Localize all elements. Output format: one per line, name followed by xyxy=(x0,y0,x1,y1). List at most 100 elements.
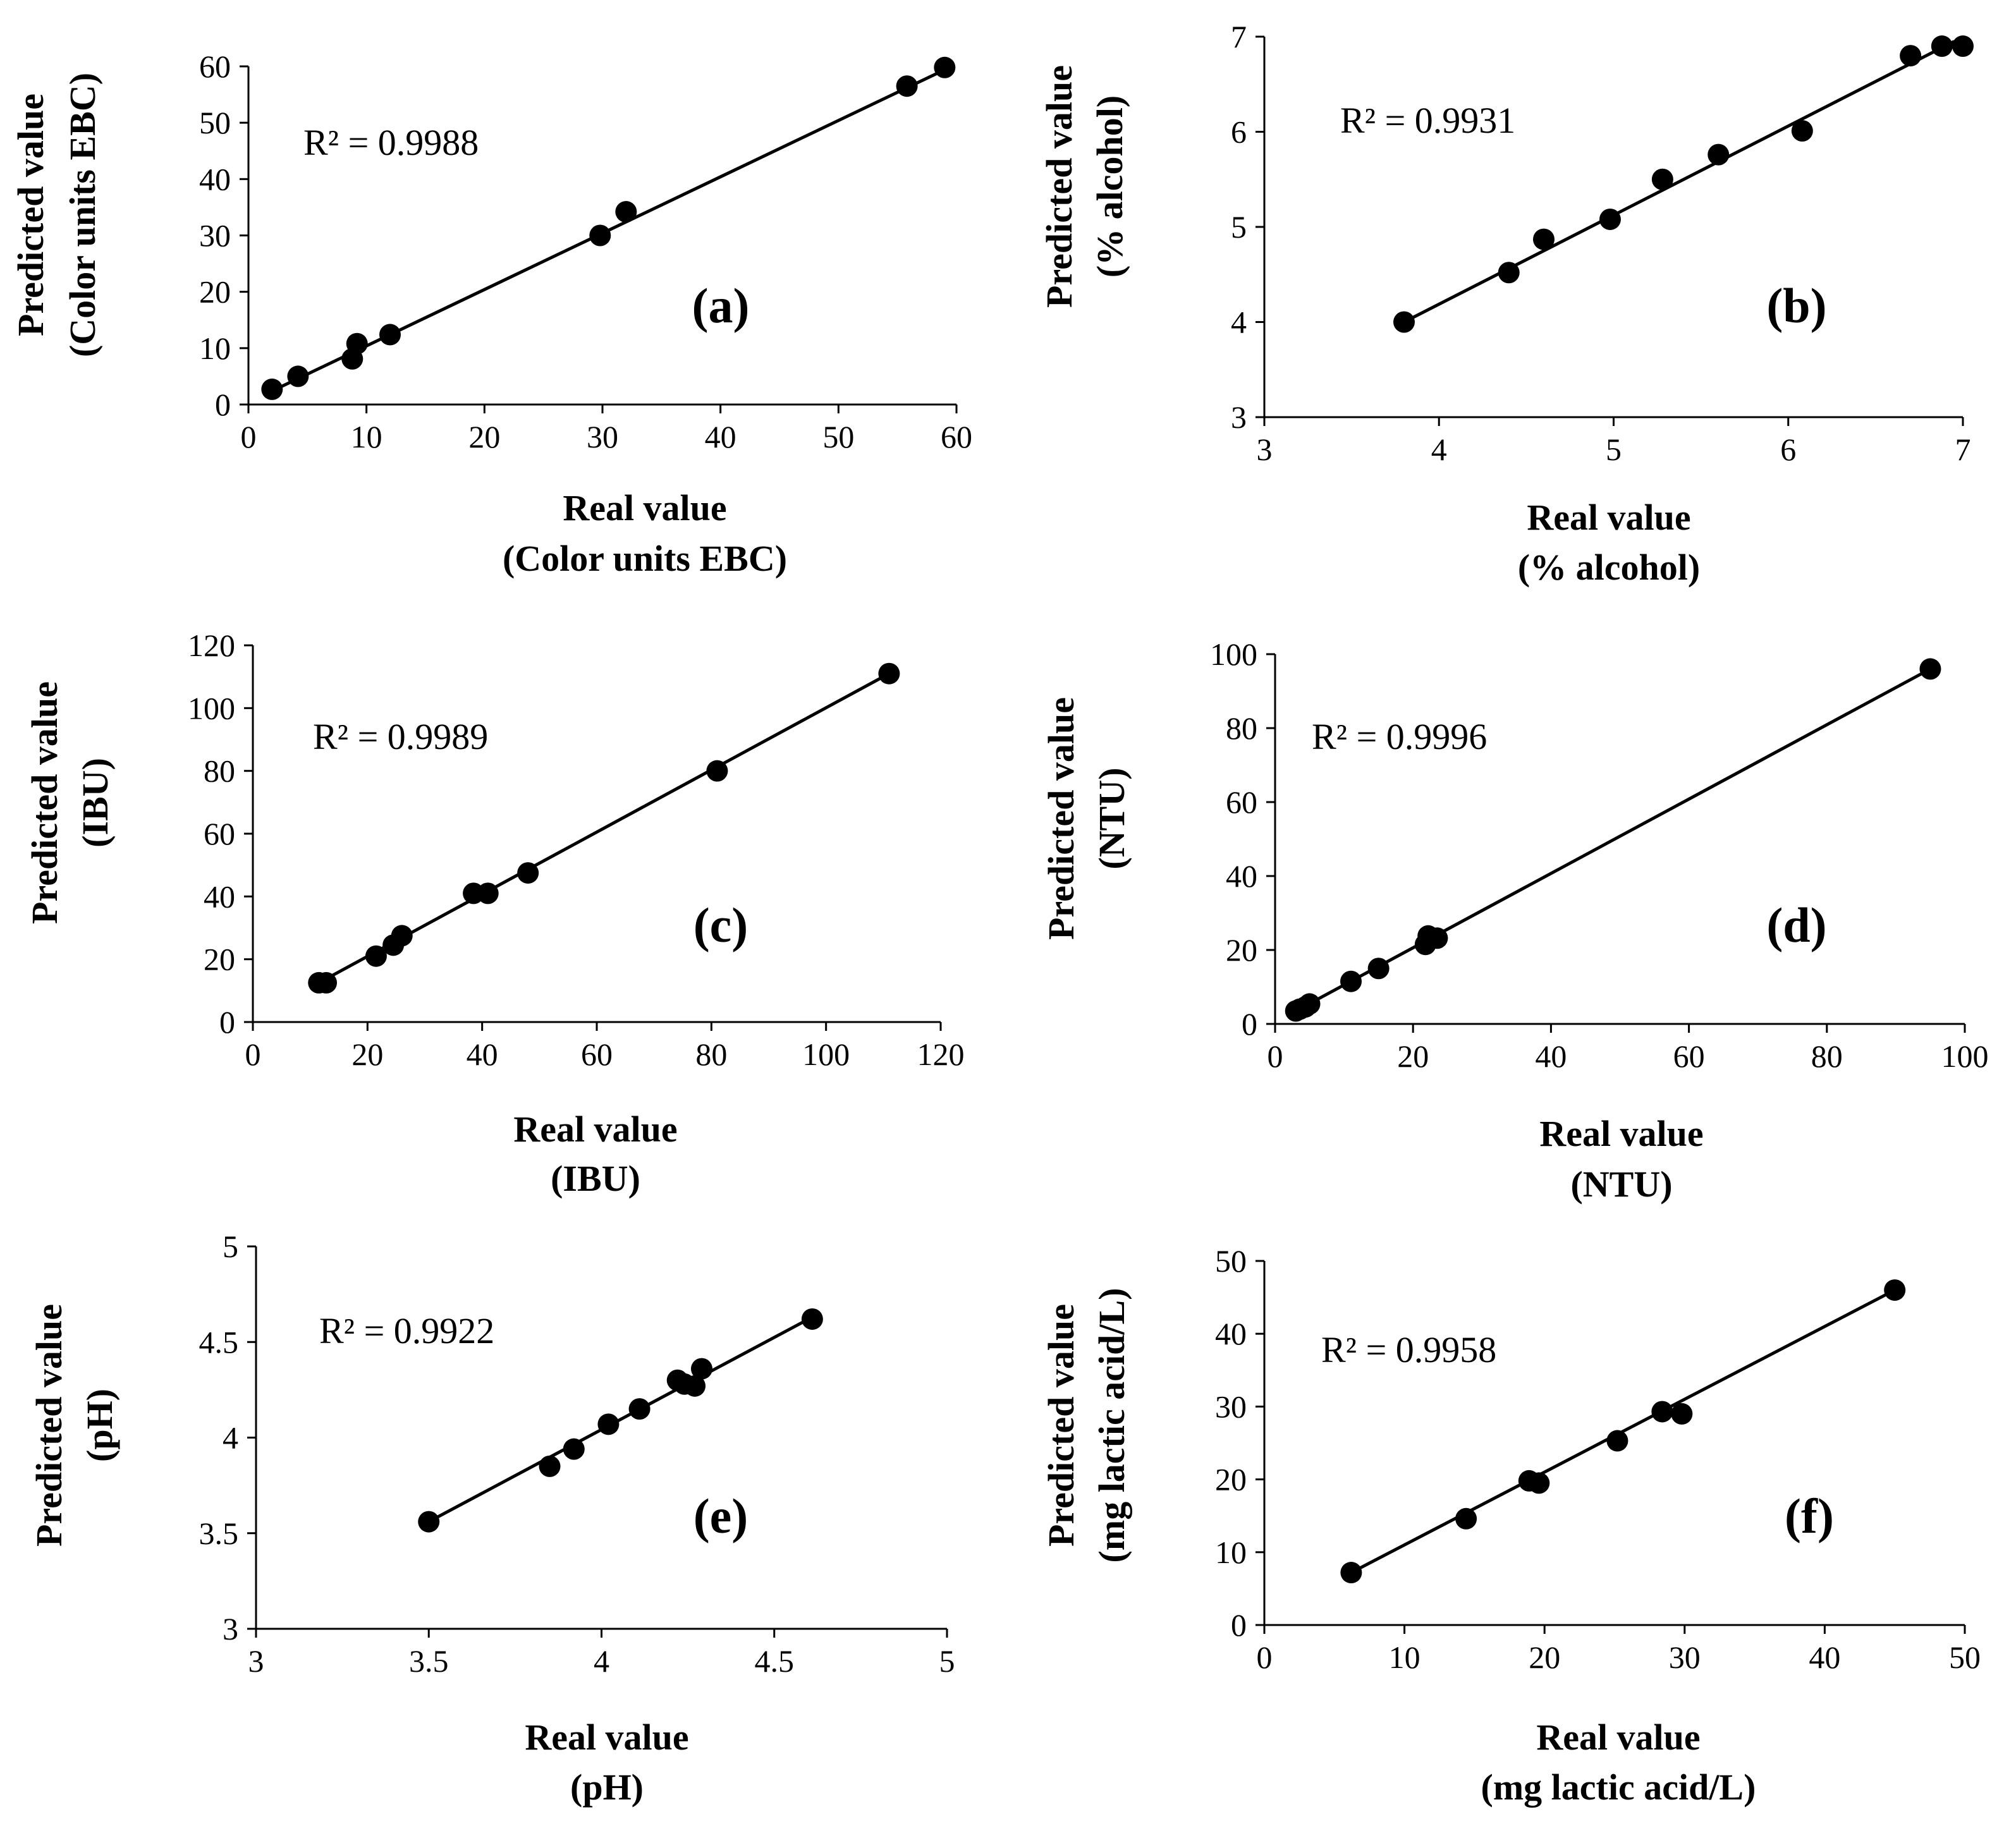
panel-c-data-point xyxy=(878,662,900,685)
panel-c-x-tick-label: 120 xyxy=(917,1037,965,1072)
panel-d-x-tick-label: 40 xyxy=(1535,1038,1567,1074)
panel-d-r2: R² = 0.9996 xyxy=(1312,716,1487,757)
panel-a-y-tick-label: 0 xyxy=(215,387,231,422)
panel-d-data-point xyxy=(1919,658,1941,680)
panel-e-x-tick-label: 3.5 xyxy=(409,1643,449,1679)
panel-b-data-point xyxy=(1952,35,1974,58)
panel-a-data-point xyxy=(934,56,956,78)
panel-b-y-tick-label: 7 xyxy=(1231,19,1247,54)
panel-d-y-tick-label: 60 xyxy=(1226,784,1257,820)
panel-a-ticks: 0 10 20 30 40 50 60 0 10 20 30 40 50 60 xyxy=(199,49,972,454)
panel-d-data-point xyxy=(1426,927,1448,949)
panel-b-ylabel-1: Predicted value xyxy=(1039,65,1080,308)
panel-a-x-tick-label: 30 xyxy=(587,419,618,454)
panel-f-x-tick-label: 40 xyxy=(1809,1640,1840,1675)
panel-c-label: (c) xyxy=(693,898,748,953)
panel-c-ylabel-1: Predicted value xyxy=(24,681,65,924)
panel-f-data-point xyxy=(1651,1401,1673,1423)
panel-e-xlabel-1: Real value xyxy=(525,1717,688,1758)
panel-b-data-point xyxy=(1931,35,1953,58)
panel-f-x-tick-label: 20 xyxy=(1529,1640,1560,1675)
panel-c: 0 20 40 60 80 100 120 0 20 40 60 80 100 120 R² = 0.99… xyxy=(24,628,965,1199)
panel-a-data-point xyxy=(287,365,309,387)
panel-d-ylabel-2: (NTU) xyxy=(1091,767,1132,869)
panel-c-data-point xyxy=(391,925,413,947)
panel-a-r2: R² = 0.9988 xyxy=(303,122,479,163)
panel-c-xlabel-2: (IBU) xyxy=(551,1158,640,1199)
panel-b-label: (b) xyxy=(1766,278,1826,333)
panel-c-x-tick-label: 20 xyxy=(351,1037,383,1072)
panel-c-data-point xyxy=(477,882,499,904)
panel-b-x-tick-label: 3 xyxy=(1257,432,1273,467)
panel-d-x-tick-label: 0 xyxy=(1268,1038,1283,1074)
panel-b-xlabel-2: (% alcohol) xyxy=(1518,547,1700,588)
panel-f-marks xyxy=(1340,1279,1906,1584)
panel-b-x-tick-label: 7 xyxy=(1955,432,1971,467)
panel-f: 0 10 20 30 40 50 0 10 20 30 40 50 R² = 0.9958 (f) R… xyxy=(1041,1243,1981,1808)
panel-c-x-tick-label: 60 xyxy=(581,1037,613,1072)
panel-a-data-point xyxy=(379,324,401,346)
panel-a-y-tick-label: 40 xyxy=(199,161,231,197)
panel-a-data-point xyxy=(896,75,918,97)
panel-b-ticks: 3 4 5 6 7 3 4 5 6 7 xyxy=(1231,19,1971,467)
panel-c-ticks: 0 20 40 60 80 100 120 0 20 40 60 80 100 120 xyxy=(188,628,965,1072)
panel-c-x-tick-label: 0 xyxy=(245,1037,261,1072)
panel-c-r2: R² = 0.9989 xyxy=(313,716,488,757)
panel-f-data-point xyxy=(1455,1507,1477,1530)
panel-f-y-tick-label: 30 xyxy=(1215,1389,1247,1424)
panel-b-y-tick-label: 4 xyxy=(1231,305,1247,340)
panel-c-data-point xyxy=(365,945,387,967)
panel-a-xlabel-2: (Color units EBC) xyxy=(503,538,787,579)
panel-b-data-point xyxy=(1498,262,1520,284)
panel-a-x-tick-label: 50 xyxy=(822,419,854,454)
panel-e-data-point xyxy=(801,1308,823,1330)
panel-d: 0 20 40 60 80 100 0 20 40 60 80 100 R² = 0.9996 (d)… xyxy=(1041,636,1989,1205)
panel-e-ylabel-2: (pH) xyxy=(79,1389,120,1462)
panel-f-data-point xyxy=(1606,1430,1628,1452)
panel-c-ylabel-2: (IBU) xyxy=(75,758,116,848)
panel-f-y-tick-label: 40 xyxy=(1215,1316,1247,1351)
panel-e-data-point xyxy=(690,1358,712,1380)
panel-b-marks xyxy=(1393,35,1974,333)
panel-b-y-tick-label: 6 xyxy=(1231,114,1247,150)
panel-e-x-tick-label: 4.5 xyxy=(755,1643,795,1679)
panel-c-data-point xyxy=(517,862,539,884)
panel-a-data-point xyxy=(589,224,611,247)
panel-f-data-point xyxy=(1340,1562,1362,1584)
panel-e-y-tick-label: 5 xyxy=(223,1229,238,1264)
panel-d-data-point xyxy=(1340,970,1362,992)
panel-d-trendline xyxy=(1295,667,1931,1013)
panel-e-data-point xyxy=(539,1455,561,1477)
panel-e-y-tick-label: 3 xyxy=(223,1611,238,1646)
panel-f-data-point xyxy=(1528,1472,1550,1494)
panel-a-label: (a) xyxy=(692,278,750,333)
panel-f-y-tick-label: 0 xyxy=(1231,1607,1247,1643)
panel-d-y-tick-label: 40 xyxy=(1226,858,1257,894)
panel-d-x-tick-label: 60 xyxy=(1673,1038,1705,1074)
panel-e-y-tick-label: 4 xyxy=(223,1420,238,1456)
panel-c-y-tick-label: 60 xyxy=(204,816,235,851)
panel-f-y-tick-label: 50 xyxy=(1215,1243,1247,1279)
panel-a-x-tick-label: 0 xyxy=(241,419,257,454)
panel-d-y-tick-label: 0 xyxy=(1242,1006,1257,1042)
panel-a-y-tick-label: 20 xyxy=(199,274,231,310)
panel-b-ylabel-2: (% alcohol) xyxy=(1089,95,1130,277)
panel-d-data-point xyxy=(1367,958,1390,980)
panel-e-marks xyxy=(418,1308,823,1533)
panel-f-data-point xyxy=(1884,1279,1906,1301)
panel-e-x-tick-label: 5 xyxy=(939,1643,955,1679)
panel-d-data-point xyxy=(1298,993,1321,1015)
panel-b-data-point xyxy=(1707,143,1730,166)
panel-b-r2: R² = 0.9931 xyxy=(1340,100,1515,141)
panel-e-x-tick-label: 3 xyxy=(248,1643,264,1679)
panel-c-y-tick-label: 0 xyxy=(219,1004,235,1040)
panel-b-x-tick-label: 5 xyxy=(1606,432,1622,467)
panel-c-x-tick-label: 80 xyxy=(695,1037,727,1072)
panel-a-data-point xyxy=(261,378,283,400)
panel-f-trendline xyxy=(1350,1288,1896,1574)
panel-e-ylabel-1: Predicted value xyxy=(28,1304,70,1547)
panel-c-y-tick-label: 40 xyxy=(204,879,235,914)
panel-f-x-tick-label: 50 xyxy=(1949,1640,1981,1675)
panel-f-ylabel-1: Predicted value xyxy=(1041,1304,1082,1547)
